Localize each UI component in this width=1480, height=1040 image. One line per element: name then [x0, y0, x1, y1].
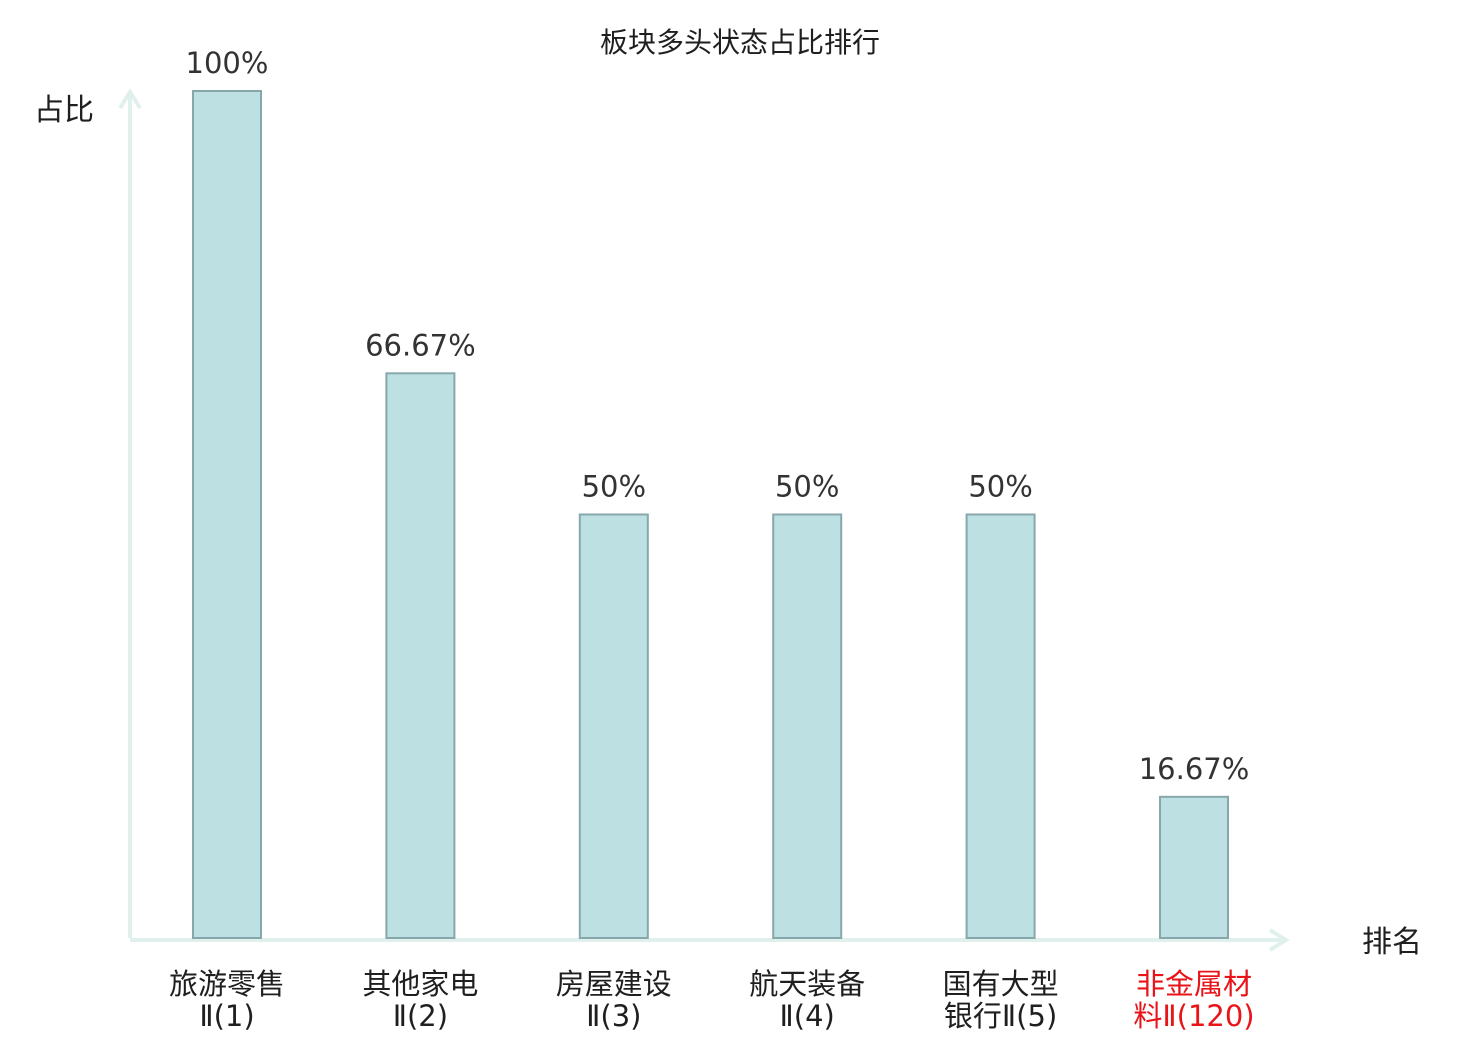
bar — [1159, 795, 1229, 940]
axes — [118, 88, 1290, 952]
category-label-line1: 非金属材 — [1136, 967, 1252, 1001]
category-label-line2: Ⅱ(2) — [393, 999, 448, 1033]
bar — [578, 513, 649, 939]
category-label-line1: 航天装备 — [749, 967, 865, 1001]
category-label-line2: Ⅱ(3) — [586, 999, 641, 1033]
x-axis-label: 排名 — [1362, 925, 1422, 960]
y-axis-label: 占比 — [34, 93, 94, 128]
bar-value-label: 50% — [582, 470, 646, 504]
category-label-line2: 银行Ⅱ(5) — [944, 999, 1057, 1033]
bar — [965, 513, 1036, 939]
bar-value-label: 16.67% — [1139, 752, 1250, 786]
category-label-line1: 其他家电 — [362, 967, 478, 1001]
value-labels-group: 100% 66.67% 50% 50% 50% 16.67% — [186, 46, 1250, 786]
x-axis-arrowhead — [1268, 928, 1290, 952]
bar — [772, 513, 843, 939]
y-axis-arrowhead — [118, 88, 142, 110]
bar-value-label: 66.67% — [365, 328, 476, 362]
category-label-line2: Ⅱ(4) — [780, 999, 835, 1033]
category-label-line1: 国有大型 — [943, 967, 1059, 1001]
bar-value-label: 100% — [186, 46, 269, 80]
category-label-line2: Ⅱ(1) — [199, 999, 254, 1033]
category-label-line1: 房屋建设 — [556, 967, 672, 1001]
bars-group — [192, 90, 1229, 940]
chart-title: 板块多头状态占比排行 — [600, 26, 880, 59]
bar — [192, 90, 262, 939]
category-label-line2: 料Ⅱ(120) — [1133, 999, 1254, 1033]
category-label-line1: 旅游零售 — [169, 967, 285, 1001]
bar-value-label: 50% — [968, 470, 1032, 504]
bar-value-label: 50% — [775, 470, 839, 504]
bar — [385, 372, 456, 939]
